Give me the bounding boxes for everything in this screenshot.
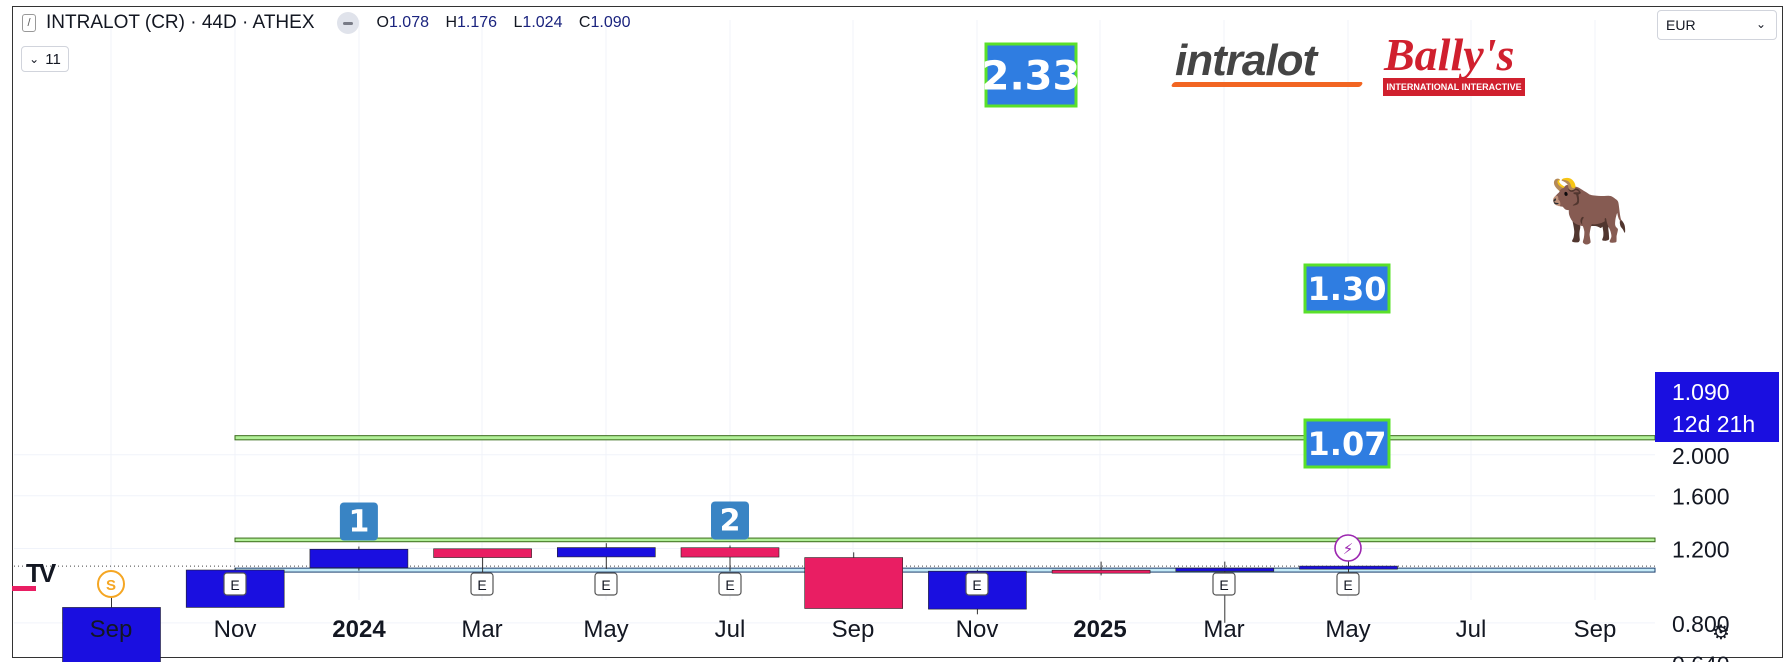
- chart-frame: [12, 6, 1783, 658]
- x-axis-tick-label: Nov: [214, 616, 257, 643]
- candle-body[interactable]: [1175, 567, 1275, 572]
- left-edge-marker: [12, 586, 36, 591]
- earnings-event-marker[interactable]: [594, 572, 618, 596]
- x-axis-tick-label: Mar: [1203, 616, 1244, 643]
- chevron-down-icon: ⌄: [29, 52, 40, 66]
- earnings-event-label: E: [1219, 577, 1228, 593]
- dividend-marker[interactable]: [97, 570, 125, 598]
- last-price-value: 1.090: [1672, 379, 1730, 405]
- x-axis-tick-label: 2024: [332, 616, 386, 643]
- chart-header: / INTRALOT (CR) · 44D · ATHEX O1.078 H1.…: [22, 12, 643, 34]
- high-value: 1.176: [457, 14, 498, 31]
- earnings-event-marker[interactable]: [965, 572, 989, 596]
- indicator-count: 11: [45, 50, 61, 68]
- price-target-box: [1303, 263, 1391, 314]
- candle-body[interactable]: [556, 547, 656, 558]
- x-axis-tick-label: May: [1325, 616, 1370, 643]
- ballys-logo-tagline: INTERNATIONAL INTERACTIVE: [1383, 78, 1525, 96]
- chevron-down-icon: ⌄: [1755, 17, 1766, 31]
- hide-legend-icon[interactable]: [336, 12, 359, 34]
- gear-icon[interactable]: ⚙: [1712, 622, 1730, 644]
- bull-rider-icon: 🐂: [1548, 173, 1631, 247]
- price-target-label: 2.33: [982, 53, 1081, 99]
- x-axis-tick-label: Mar: [461, 616, 502, 643]
- close-value: 1.090: [590, 14, 631, 31]
- earnings-event-marker[interactable]: [1336, 572, 1360, 596]
- last-price-badge: [1655, 372, 1779, 442]
- earnings-event-label: E: [1343, 577, 1352, 593]
- candle-body[interactable]: [433, 548, 532, 558]
- x-axis-tick-label: Jul: [715, 616, 746, 643]
- y-axis-tick-label: 0.640: [1672, 652, 1730, 662]
- earnings-event-marker[interactable]: [1212, 572, 1236, 596]
- earnings-event-marker[interactable]: [223, 572, 247, 596]
- earnings-event-marker[interactable]: [718, 572, 742, 596]
- currency-select[interactable]: EUR ⌄: [1657, 10, 1777, 40]
- x-axis-tick-label: Jul: [1456, 616, 1487, 643]
- intralot-logo-swoosh: [1170, 82, 1364, 87]
- trade-marker-box: [711, 501, 749, 540]
- intralot-logo: intralot: [1175, 36, 1317, 85]
- ohlc-values: O1.078 H1.176 L1.024 C1.090: [376, 14, 631, 31]
- earnings-event-marker[interactable]: [470, 572, 494, 596]
- x-axis-tick-label: Sep: [90, 616, 133, 643]
- bar-countdown: 12d 21h: [1672, 411, 1755, 437]
- open-value: 1.078: [388, 14, 429, 31]
- x-axis-tick-label: Sep: [832, 616, 875, 643]
- x-axis-tick-label: Sep: [1574, 616, 1617, 643]
- trade-marker-label: 1: [348, 504, 369, 539]
- x-axis-tick-label: 2025: [1073, 616, 1126, 643]
- ballys-logo: Bally's: [1384, 29, 1515, 80]
- y-axis-tick-label: 1.600: [1672, 484, 1730, 510]
- x-axis-tick-label: Nov: [956, 616, 999, 643]
- tradingview-logo[interactable]: TV: [26, 558, 56, 588]
- earnings-event-label: E: [230, 577, 239, 593]
- lightning-icon[interactable]: [1334, 534, 1362, 562]
- candle-body[interactable]: [680, 547, 780, 558]
- candle-body[interactable]: [62, 607, 161, 662]
- tradingview-icon: /: [22, 14, 36, 32]
- price-target-box: [1303, 418, 1391, 469]
- symbol-title[interactable]: INTRALOT (CR) · 44D · ATHEX: [46, 12, 315, 33]
- candle-body[interactable]: [804, 557, 904, 609]
- y-axis-tick-label: 0.800: [1672, 611, 1730, 637]
- x-axis-tick-label: May: [583, 616, 628, 643]
- price-target-box: [984, 42, 1078, 108]
- y-axis-tick-label: 1.200: [1672, 536, 1730, 562]
- trade-marker-label: 2: [720, 503, 741, 538]
- trade-marker-box: [339, 502, 378, 541]
- price-target-label: 1.30: [1308, 270, 1387, 308]
- currency-value: EUR: [1666, 17, 1696, 33]
- dividend-marker-label: S: [106, 577, 116, 594]
- candle-body[interactable]: [1299, 565, 1398, 570]
- support-resistance-zone-2: [234, 537, 1656, 543]
- candle-body[interactable]: [1051, 569, 1151, 574]
- low-value: 1.024: [522, 14, 563, 31]
- y-axis-tick-label: 2.000: [1672, 443, 1730, 469]
- earnings-event-label: E: [725, 577, 734, 593]
- support-resistance-zone-1: [234, 435, 1656, 441]
- candle-body[interactable]: [309, 548, 409, 569]
- earnings-event-label: E: [972, 577, 981, 593]
- earnings-event-label: E: [477, 577, 486, 593]
- indicators-toggle-button[interactable]: ⌄ 11: [21, 46, 69, 72]
- price-target-label: 1.07: [1308, 425, 1387, 463]
- lightning-glyph: ⚡: [1343, 540, 1354, 558]
- earnings-event-label: E: [601, 577, 610, 593]
